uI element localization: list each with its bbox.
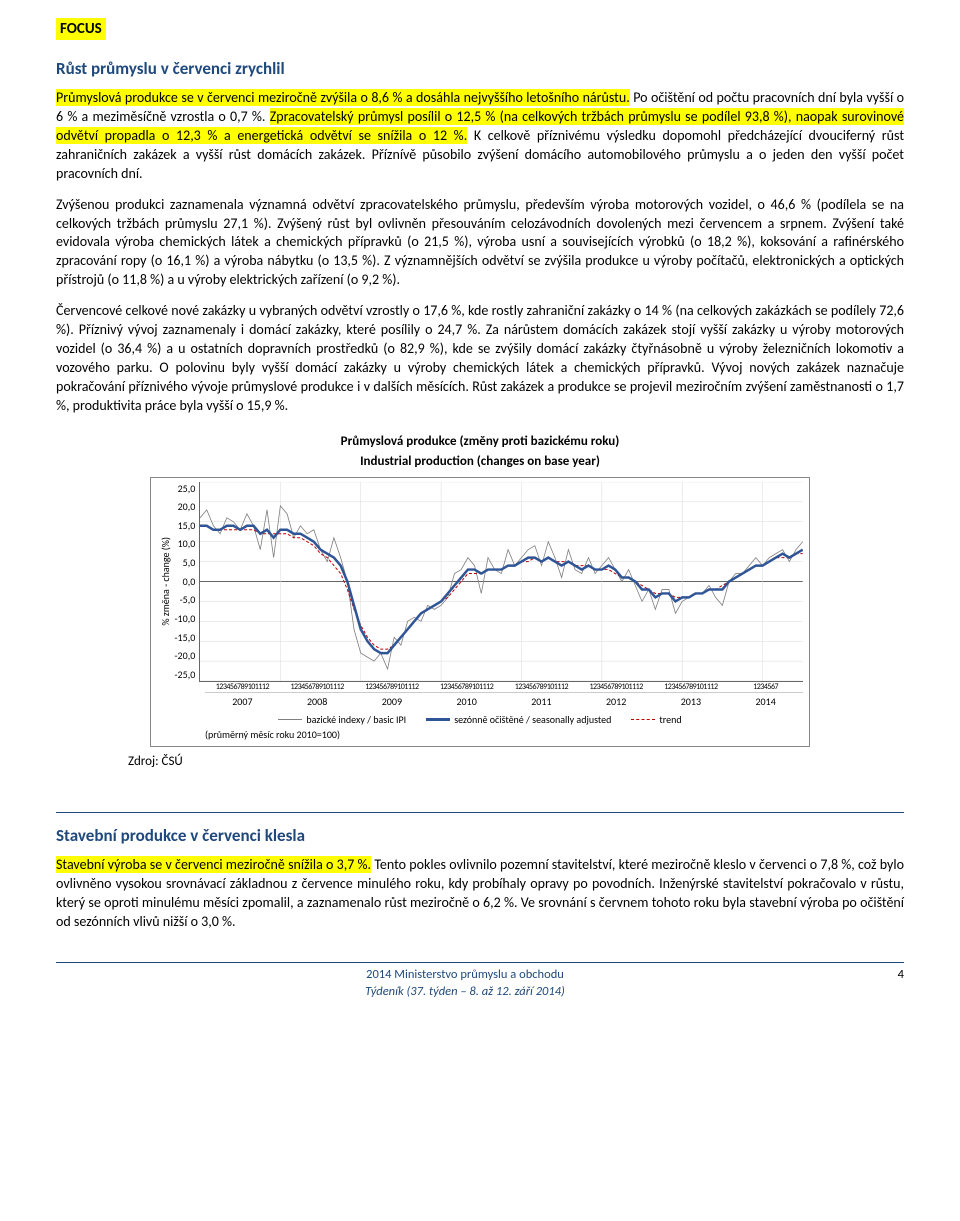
- legend-basic: bazické indexy / basic IPI: [278, 713, 406, 727]
- chart-legend: bazické indexy / basic IPI sezónně očišt…: [157, 713, 803, 727]
- chart-xaxis-months: 1234567891011121234567891011121234567891…: [205, 682, 803, 693]
- chart-subtitle: Industrial production (changes on base y…: [56, 453, 904, 471]
- chart-plot: [199, 482, 803, 682]
- chart-ylabel: % změna - change (%): [157, 537, 175, 626]
- footer-line-1: 2014 Ministerstvo průmyslu a obchodu: [56, 967, 874, 984]
- chart-box: % změna - change (%) 25,020,015,010,05,0…: [150, 477, 810, 747]
- chart-source: Zdroj: ČSÚ: [128, 753, 904, 771]
- page-number: 4: [874, 967, 904, 1001]
- legend-trend: trend: [631, 713, 681, 727]
- section-divider: [56, 812, 904, 813]
- construction-paragraph-1: Stavební výroba se v červenci meziročně …: [56, 856, 904, 932]
- industry-paragraph-3: Červencové celkové nové zakázky u vybran…: [56, 302, 904, 415]
- focus-label: FOCUS: [56, 18, 106, 40]
- chart-xaxis-years: 20072008200920102011201220132014: [205, 692, 803, 709]
- legend-label: trend: [659, 713, 681, 727]
- chart-yaxis: 25,020,015,010,05,00,0-5,0-10,0-15,0-20,…: [175, 482, 200, 682]
- highlight-text: Stavební výroba se v červenci meziročně …: [56, 856, 371, 873]
- chart-container: Průmyslová produkce (změny proti bazické…: [56, 433, 904, 770]
- industry-paragraph-2: Zvýšenou produkci zaznamenala významná o…: [56, 196, 904, 290]
- page-footer: 2014 Ministerstvo průmyslu a obchodu Týd…: [56, 962, 904, 1001]
- industry-paragraph-1: Průmyslová produkce se v červenci meziro…: [56, 89, 904, 183]
- section-heading-industry: Růst průmyslu v červenci zrychlil: [56, 58, 904, 81]
- section-heading-construction: Stavební produkce v červenci klesla: [56, 825, 904, 848]
- chart-title: Průmyslová produkce (změny proti bazické…: [56, 433, 904, 451]
- legend-seasonal: sezónně očištěné / seasonally adjusted: [426, 713, 611, 727]
- legend-label: sezónně očištěné / seasonally adjusted: [454, 713, 611, 727]
- highlight-text: Průmyslová produkce se v červenci meziro…: [56, 89, 630, 106]
- footer-line-2: Týdeník (37. týden – 8. až 12. září 2014…: [56, 984, 874, 1001]
- chart-note: (průměrný měsíc roku 2010=100): [205, 728, 803, 742]
- legend-label: bazické indexy / basic IPI: [306, 713, 406, 727]
